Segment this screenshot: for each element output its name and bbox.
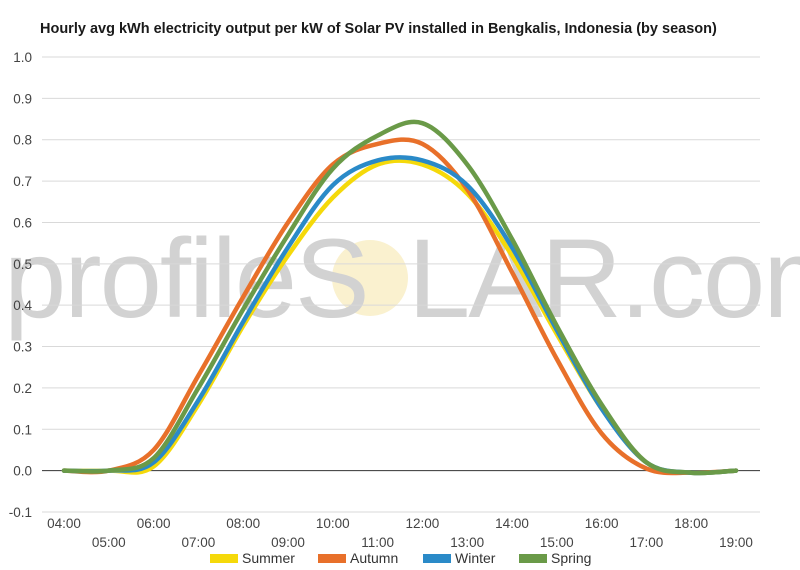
y-tick-label: 0.3 bbox=[13, 340, 32, 355]
x-tick-label: 17:00 bbox=[630, 535, 664, 550]
y-tick-label: 0.0 bbox=[13, 464, 32, 479]
x-tick-label: 19:00 bbox=[719, 535, 753, 550]
legend-swatch bbox=[519, 554, 547, 563]
watermark-text-left: profileS bbox=[4, 216, 368, 341]
y-tick-label: 0.2 bbox=[13, 381, 32, 396]
x-tick-label: 08:00 bbox=[226, 516, 260, 531]
legend-item-winter[interactable]: Winter bbox=[423, 550, 496, 566]
chart-title: Hourly avg kWh electricity output per kW… bbox=[40, 21, 717, 37]
x-tick-label: 18:00 bbox=[674, 516, 708, 531]
x-tick-label: 15:00 bbox=[540, 535, 574, 550]
legend-item-summer[interactable]: Summer bbox=[210, 550, 295, 566]
watermark-text-right: LAR.com bbox=[408, 216, 800, 341]
x-tick-label: 04:00 bbox=[47, 516, 81, 531]
series-line-spring bbox=[61, 119, 739, 476]
watermark: profileS LAR.com bbox=[4, 216, 800, 341]
grid bbox=[42, 56, 760, 513]
legend[interactable]: Summer Autumn Winter Spring bbox=[210, 550, 591, 566]
y-tick-label: 0.6 bbox=[13, 215, 32, 230]
x-axis: 04:00 05:00 06:00 07:00 08:00 09:00 10:00 11:00… bbox=[47, 516, 753, 550]
watermark-sun-icon bbox=[332, 240, 408, 316]
y-tick-label: 0.8 bbox=[13, 133, 32, 148]
y-tick-label: 0.7 bbox=[13, 174, 32, 189]
y-tick-label: 0.4 bbox=[13, 298, 32, 313]
x-tick-label: 12:00 bbox=[406, 516, 440, 531]
x-tick-label: 16:00 bbox=[585, 516, 619, 531]
x-tick-label: 11:00 bbox=[361, 535, 394, 550]
x-tick-label: 14:00 bbox=[495, 516, 529, 531]
y-tick-label: 1.0 bbox=[13, 50, 32, 65]
legend-label: Autumn bbox=[350, 550, 398, 566]
legend-swatch bbox=[210, 554, 238, 563]
x-tick-label: 06:00 bbox=[137, 516, 171, 531]
legend-label: Spring bbox=[551, 550, 591, 566]
series-lines bbox=[61, 119, 739, 476]
legend-swatch bbox=[423, 554, 451, 563]
legend-label: Summer bbox=[242, 550, 295, 566]
y-tick-label: -0.1 bbox=[9, 505, 32, 520]
y-tick-label: 0.1 bbox=[13, 422, 32, 437]
y-tick-label: 0.9 bbox=[13, 91, 32, 106]
legend-swatch bbox=[318, 554, 346, 563]
y-tick-label: 0.5 bbox=[13, 257, 32, 272]
x-tick-label: 13:00 bbox=[450, 535, 484, 550]
y-axis: 1.0 0.9 0.8 0.7 0.6 0.5 0.4 0.3 0.2 0.1 0.0 -0.1 bbox=[9, 50, 33, 520]
legend-label: Winter bbox=[455, 550, 496, 566]
legend-item-spring[interactable]: Spring bbox=[519, 550, 591, 566]
x-tick-label: 10:00 bbox=[316, 516, 350, 531]
x-tick-label: 05:00 bbox=[92, 535, 126, 550]
legend-item-autumn[interactable]: Autumn bbox=[318, 550, 398, 566]
x-tick-label: 09:00 bbox=[271, 535, 305, 550]
series-line-autumn bbox=[61, 137, 739, 476]
x-tick-label: 07:00 bbox=[182, 535, 216, 550]
